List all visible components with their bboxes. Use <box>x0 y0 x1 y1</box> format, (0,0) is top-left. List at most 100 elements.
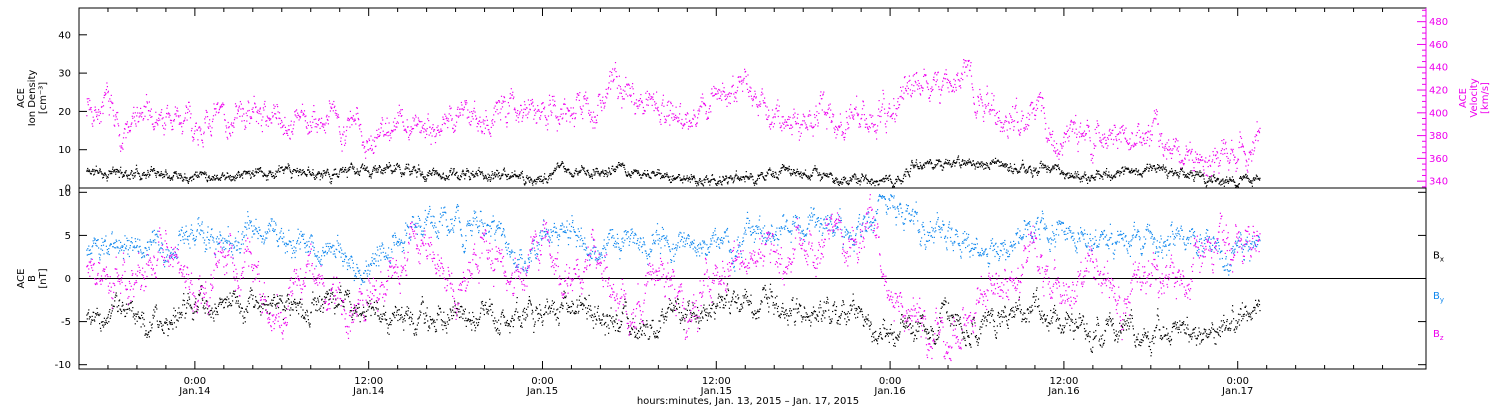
velocity-series-point <box>781 116 783 118</box>
velocity-series-point <box>1084 139 1086 141</box>
density-series-point <box>1063 172 1065 175</box>
velocity-series-point <box>510 88 512 90</box>
velocity-series-point <box>987 92 989 94</box>
density-series-point <box>983 168 985 170</box>
velocity-series-point <box>1131 133 1133 135</box>
velocity-series-point <box>166 104 169 107</box>
velocity-series-point <box>1041 97 1043 99</box>
density-series-point <box>163 176 166 178</box>
velocity-series-point <box>497 113 499 115</box>
velocity-series-point <box>735 97 737 99</box>
velocity-series-point <box>869 114 871 116</box>
density-series-point <box>937 159 939 162</box>
density-series-point <box>938 161 940 163</box>
density-series-point <box>932 168 934 170</box>
velocity-series-point <box>961 72 963 74</box>
velocity-series-point <box>868 131 870 133</box>
top-left-tick-label: 0 <box>65 184 71 195</box>
velocity-series-point <box>846 121 848 124</box>
velocity-series-point <box>735 92 737 94</box>
velocity-series-point <box>761 88 763 90</box>
velocity-series-point <box>756 104 758 106</box>
density-series-point <box>942 166 944 168</box>
velocity-series-point <box>295 115 297 117</box>
density-series-point <box>158 174 161 176</box>
velocity-series-point <box>540 111 542 113</box>
velocity-series-point <box>551 112 553 114</box>
velocity-series-point <box>237 109 239 111</box>
density-series-point <box>907 172 909 174</box>
density-series-point <box>99 168 101 170</box>
velocity-series-point <box>824 113 826 116</box>
velocity-series-point <box>515 111 517 113</box>
velocity-series-point <box>727 93 730 95</box>
density-series-point <box>908 174 910 176</box>
density-series-point <box>915 164 917 166</box>
velocity-series-point <box>605 96 607 98</box>
velocity-series-point <box>678 117 680 119</box>
velocity-series-point <box>707 116 709 118</box>
velocity-series-point <box>581 111 583 113</box>
density-series-point <box>578 170 580 172</box>
density-series-point <box>323 173 325 175</box>
velocity-series-point <box>698 113 700 115</box>
density-series-point <box>608 168 610 170</box>
velocity-series-point <box>372 139 374 141</box>
density-series-point <box>1215 180 1217 182</box>
density-series-point <box>311 172 314 174</box>
density-series-point <box>1099 177 1101 180</box>
density-series-point <box>361 165 363 167</box>
density-series-point <box>113 170 115 172</box>
density-series-point <box>1198 175 1201 177</box>
density-series-point <box>533 181 535 183</box>
velocity-series-point <box>1155 109 1157 111</box>
velocity-series-point <box>1001 122 1003 124</box>
velocity-series-point <box>420 132 422 134</box>
density-series-point <box>568 169 570 171</box>
velocity-series-point <box>670 103 672 105</box>
velocity-series-point <box>929 100 931 102</box>
velocity-series-point <box>299 117 301 119</box>
velocity-series-point <box>798 139 800 141</box>
density-series-point <box>424 180 426 182</box>
velocity-series-point <box>400 115 402 117</box>
density-series-point <box>109 171 111 173</box>
velocity-series-point <box>1082 132 1085 134</box>
density-series-point <box>777 177 779 179</box>
velocity-series-point <box>780 126 782 128</box>
density-series-point <box>726 177 728 179</box>
velocity-series-point <box>1036 107 1039 110</box>
velocity-series-point <box>168 113 171 115</box>
density-series-point <box>802 174 804 176</box>
density-series-point <box>485 175 487 177</box>
velocity-series-point <box>433 129 436 131</box>
velocity-series-point <box>666 104 668 106</box>
velocity-series-point <box>836 128 839 130</box>
density-series-point <box>1155 168 1157 170</box>
density-series-point <box>259 170 261 172</box>
density-series-point <box>1222 182 1225 184</box>
density-series-point <box>757 175 760 177</box>
velocity-series-point <box>567 109 569 111</box>
density-series-point <box>89 170 91 172</box>
density-series-point <box>325 171 327 173</box>
velocity-series-point <box>207 116 209 118</box>
velocity-series-point <box>821 109 823 111</box>
velocity-series-point <box>410 126 412 128</box>
velocity-series-point <box>799 127 801 129</box>
velocity-series-point <box>1133 142 1135 144</box>
velocity-series-point <box>987 104 989 106</box>
velocity-series-point <box>834 131 836 133</box>
density-series-point <box>449 170 451 172</box>
density-series-point <box>1190 170 1192 172</box>
density-series-point <box>530 178 533 180</box>
velocity-series-point <box>850 104 852 106</box>
density-series-point <box>1106 176 1109 178</box>
velocity-series-point <box>451 119 453 121</box>
velocity-series-point <box>690 121 692 124</box>
velocity-series-point <box>1101 142 1103 144</box>
velocity-series-point <box>797 123 799 125</box>
density-series-point <box>1208 178 1210 180</box>
density-series-point <box>630 176 632 179</box>
velocity-series-point <box>926 86 929 88</box>
